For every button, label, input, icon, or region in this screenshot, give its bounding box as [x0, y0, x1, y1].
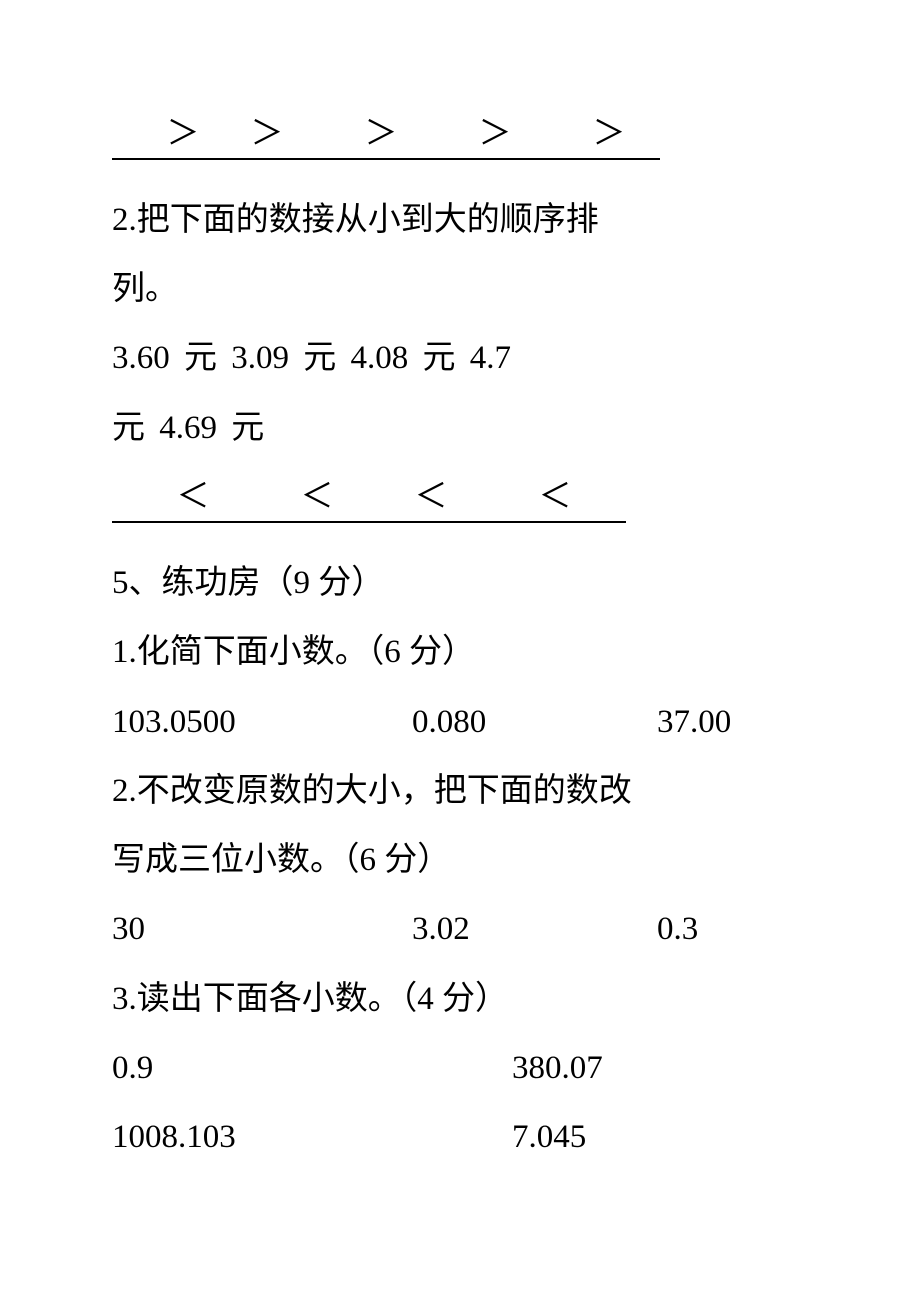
- ordering-blanks-gt: ＞＞＞＞＞: [112, 100, 830, 186]
- s5-p2-values: 30 3.02 0.3: [112, 895, 830, 964]
- s5-p1-v3: 37.00: [657, 688, 731, 757]
- s5-p2-title-line1: 2.不改变原数的大小，把下面的数改: [112, 757, 830, 826]
- s5-p3-row1: 0.9 380.07: [112, 1034, 830, 1103]
- s5-p1-v2: 0.080: [412, 688, 657, 757]
- s5-p2-title-line2: 写成三位小数。（6 分）: [112, 826, 830, 895]
- s5-p2-v3: 0.3: [657, 895, 698, 964]
- lt-sequence[interactable]: ＜＜＜＜: [112, 476, 626, 523]
- s5-p3-title: 3.读出下面各小数。（4 分）: [112, 965, 830, 1034]
- q2-values-line1: 3.60 元 3.09 元 4.08 元 4.7: [112, 324, 830, 393]
- s5-p3-row2: 1008.103 7.045: [112, 1103, 830, 1172]
- s5-p1-v1: 103.0500: [112, 688, 412, 757]
- s5-p1-values: 103.0500 0.080 37.00: [112, 688, 830, 757]
- section5-title: 5、练功房（9 分）: [112, 549, 830, 618]
- q2-title-line2: 列。: [112, 255, 830, 324]
- s5-p1-title: 1.化简下面小数。（6 分）: [112, 618, 830, 687]
- gt-sequence[interactable]: ＞＞＞＞＞: [112, 113, 660, 160]
- s5-p3-r2c1: 1008.103: [112, 1103, 512, 1172]
- q2-values-line2: 元 4.69 元: [112, 394, 830, 463]
- s5-p2-v2: 3.02: [412, 895, 657, 964]
- ordering-blanks-lt: ＜＜＜＜: [112, 463, 830, 549]
- q2-title-line1: 2.把下面的数接从小到大的顺序排: [112, 186, 830, 255]
- s5-p3-r1c2: 380.07: [512, 1034, 603, 1103]
- s5-p3-r2c2: 7.045: [512, 1103, 586, 1172]
- s5-p3-r1c1: 0.9: [112, 1034, 512, 1103]
- s5-p2-v1: 30: [112, 895, 412, 964]
